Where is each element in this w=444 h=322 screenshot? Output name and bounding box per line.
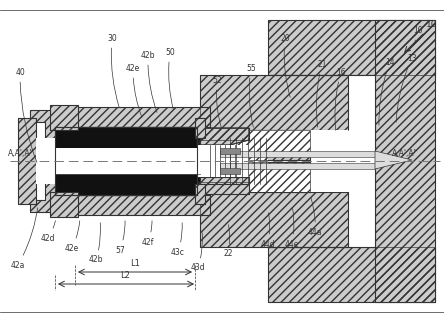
Bar xyxy=(55,184,197,195)
Text: 44d: 44d xyxy=(261,213,275,249)
Text: 21: 21 xyxy=(317,60,327,127)
Text: 57: 57 xyxy=(115,221,125,254)
Polygon shape xyxy=(375,151,412,169)
Text: L1: L1 xyxy=(130,259,140,268)
Bar xyxy=(55,166,200,174)
Polygon shape xyxy=(197,128,249,145)
Polygon shape xyxy=(195,118,205,138)
Text: 42e: 42e xyxy=(126,63,142,118)
Bar xyxy=(248,130,348,155)
Polygon shape xyxy=(50,105,78,130)
Text: L2: L2 xyxy=(120,271,130,280)
Text: 43c: 43c xyxy=(171,223,185,257)
Bar xyxy=(55,127,197,138)
Bar xyxy=(55,148,205,174)
Bar xyxy=(292,75,375,247)
Text: 20: 20 xyxy=(280,33,290,97)
Text: 55: 55 xyxy=(246,63,256,127)
Bar xyxy=(55,148,200,156)
Bar xyxy=(268,167,375,192)
Bar xyxy=(268,130,375,155)
Bar xyxy=(220,151,375,157)
Polygon shape xyxy=(197,182,249,194)
Text: 42d: 42d xyxy=(41,221,56,242)
Text: A,A',A": A,A',A" xyxy=(8,149,34,158)
Bar xyxy=(220,148,240,154)
Polygon shape xyxy=(200,192,348,247)
Polygon shape xyxy=(55,195,210,215)
Text: 52: 52 xyxy=(212,75,222,127)
Text: 40: 40 xyxy=(15,68,37,162)
Bar xyxy=(55,127,197,195)
Polygon shape xyxy=(18,118,36,204)
Text: 10: 10 xyxy=(426,20,438,29)
Text: 42b: 42b xyxy=(89,223,103,264)
Text: 42e: 42e xyxy=(65,221,80,252)
Polygon shape xyxy=(175,130,310,160)
Polygon shape xyxy=(268,20,435,75)
Bar xyxy=(100,148,150,174)
Bar xyxy=(220,168,240,174)
Text: 42b: 42b xyxy=(141,51,157,112)
Polygon shape xyxy=(195,184,205,204)
Bar xyxy=(200,130,268,192)
Bar xyxy=(55,156,215,166)
Text: 14: 14 xyxy=(379,58,395,125)
Text: 44e: 44e xyxy=(285,208,299,249)
Bar xyxy=(55,127,200,195)
Text: 10: 10 xyxy=(413,25,423,42)
Polygon shape xyxy=(55,107,210,127)
Text: A,A',A": A,A',A" xyxy=(392,149,418,158)
Polygon shape xyxy=(30,110,57,212)
Text: 43d: 43d xyxy=(190,233,205,272)
Text: 42a: 42a xyxy=(11,208,38,270)
Bar xyxy=(248,167,348,192)
Polygon shape xyxy=(175,162,310,192)
Bar xyxy=(36,138,55,184)
Polygon shape xyxy=(50,192,78,217)
Polygon shape xyxy=(268,247,435,302)
Text: 30: 30 xyxy=(107,33,119,107)
Text: 22: 22 xyxy=(223,225,233,259)
Bar xyxy=(55,138,197,184)
Bar xyxy=(220,163,375,169)
Bar xyxy=(197,145,249,177)
Text: 13: 13 xyxy=(396,53,417,122)
Polygon shape xyxy=(197,128,249,140)
Text: 44a: 44a xyxy=(308,198,322,236)
Text: 42f: 42f xyxy=(142,221,154,247)
Polygon shape xyxy=(375,20,435,302)
Text: 16: 16 xyxy=(335,68,346,130)
Polygon shape xyxy=(200,75,348,130)
Text: 50: 50 xyxy=(165,48,175,109)
Polygon shape xyxy=(197,177,249,184)
